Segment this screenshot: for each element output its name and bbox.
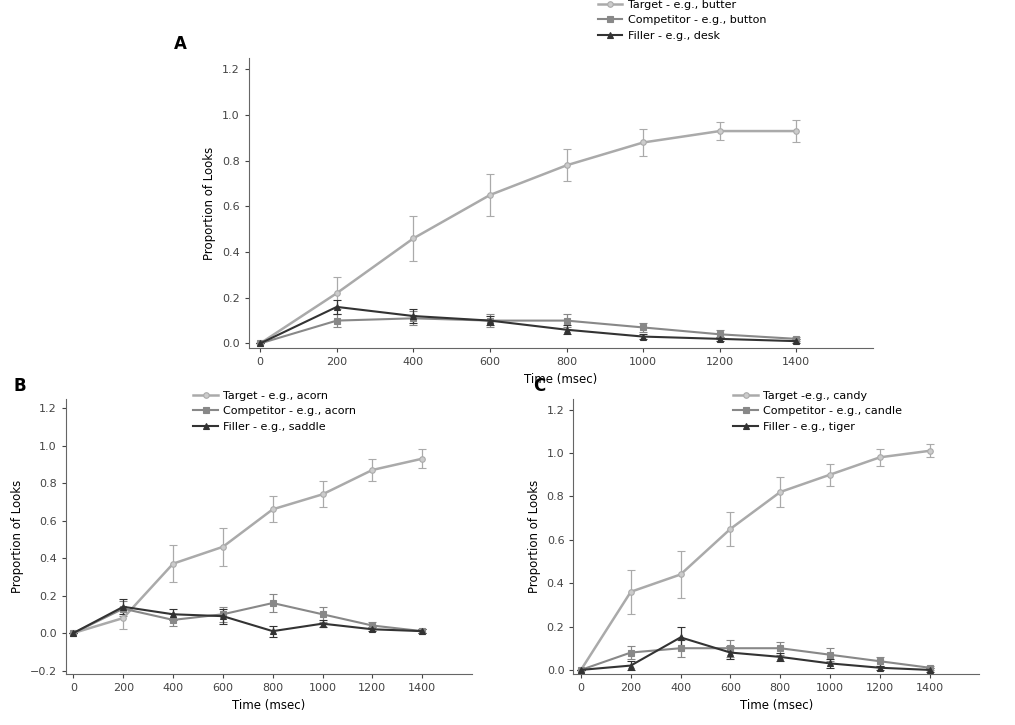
Y-axis label: Proportion of Looks: Proportion of Looks — [203, 146, 216, 260]
Y-axis label: Proportion of Looks: Proportion of Looks — [11, 480, 24, 593]
Legend: Target - e.g., butter, Competitor - e.g., button, Filler - e.g., desk: Target - e.g., butter, Competitor - e.g.… — [598, 0, 766, 41]
Text: B: B — [13, 377, 25, 394]
Text: C: C — [533, 377, 545, 394]
Legend: Target - e.g., acorn, Competitor - e.g., acorn, Filler - e.g., saddle: Target - e.g., acorn, Competitor - e.g.,… — [193, 391, 356, 431]
X-axis label: Time (msec): Time (msec) — [232, 699, 306, 712]
Text: A: A — [174, 35, 187, 53]
Legend: Target -e.g., candy, Competitor - e.g., candle, Filler - e.g., tiger: Target -e.g., candy, Competitor - e.g., … — [733, 391, 902, 431]
Y-axis label: Proportion of Looks: Proportion of Looks — [528, 480, 541, 593]
X-axis label: Time (msec): Time (msec) — [524, 373, 598, 386]
X-axis label: Time (msec): Time (msec) — [740, 699, 813, 712]
